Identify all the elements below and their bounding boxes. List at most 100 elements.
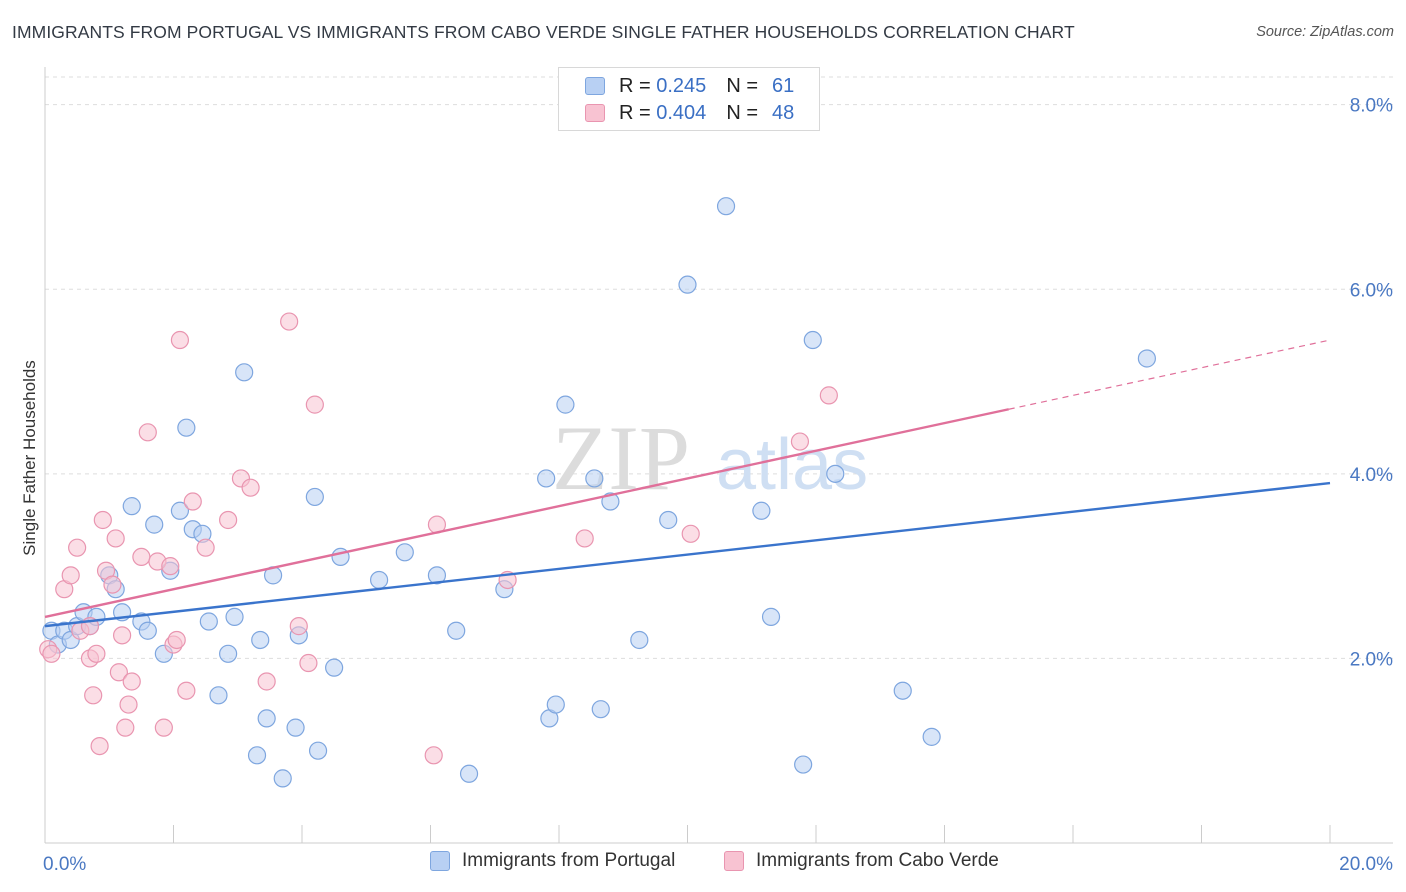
point-cabo-verde xyxy=(299,653,318,673)
point-cabo-verde xyxy=(68,538,87,557)
trend-layer xyxy=(44,339,1331,628)
point-portugal xyxy=(395,543,414,562)
trendline-cabo-verde xyxy=(44,408,1010,619)
point-portugal xyxy=(794,755,813,774)
point-portugal xyxy=(145,515,164,534)
legend-r-label: R = xyxy=(619,74,651,97)
trendline-portugal xyxy=(44,481,1331,628)
legend-n-value: 61 xyxy=(772,74,795,97)
point-cabo-verde xyxy=(305,395,324,414)
point-portugal xyxy=(199,612,218,631)
stats-legend: R = 0.245 N = 61 R = 0.404 N = 48 xyxy=(558,67,820,131)
point-portugal xyxy=(286,718,305,737)
point-cabo-verde xyxy=(90,736,109,756)
point-cabo-verde xyxy=(219,510,238,530)
series-swatch-cabo-verde xyxy=(724,851,744,871)
point-portugal xyxy=(459,764,479,783)
point-portugal xyxy=(370,570,389,590)
legend-row-portugal: R = 0.245 N = 61 xyxy=(585,72,794,100)
legend-r-label: R = xyxy=(619,101,651,124)
point-cabo-verde xyxy=(109,663,128,682)
series-label-cabo-verde: Immigrants from Cabo Verde xyxy=(756,850,999,871)
point-portugal xyxy=(170,501,190,520)
legend-n-label: N = xyxy=(726,74,758,97)
point-cabo-verde xyxy=(93,510,112,530)
point-cabo-verde xyxy=(183,492,202,511)
legend-r-value: 0.404 xyxy=(656,101,707,124)
point-cabo-verde xyxy=(177,681,196,700)
point-portugal xyxy=(556,395,575,414)
point-portugal xyxy=(209,686,228,705)
point-cabo-verde xyxy=(161,557,180,576)
point-portugal xyxy=(257,709,276,728)
chart-title: IMMIGRANTS FROM PORTUGAL VS IMMIGRANTS F… xyxy=(12,22,1075,42)
point-cabo-verde xyxy=(132,547,151,567)
point-portugal xyxy=(273,769,292,788)
legend-n-value: 48 xyxy=(772,101,795,124)
point-portugal xyxy=(247,746,267,765)
point-portugal xyxy=(1137,349,1156,368)
legend-row-cabo-verde: R = 0.404 N = 48 xyxy=(585,99,794,127)
point-cabo-verde xyxy=(87,644,106,663)
point-cabo-verde xyxy=(170,330,190,350)
point-cabo-verde xyxy=(241,478,260,497)
watermark-atlas: atlas xyxy=(716,425,868,505)
axes-layer: 2.0% 4.0% 6.0% 8.0% xyxy=(44,67,1393,844)
series-label-portugal: Immigrants from Portugal xyxy=(462,850,676,871)
legend-n-label: N = xyxy=(726,101,758,124)
point-cabo-verde xyxy=(61,566,80,585)
point-portugal xyxy=(122,497,141,516)
point-portugal xyxy=(826,464,845,483)
point-portugal xyxy=(893,681,912,700)
legend-swatch-cabo-verde xyxy=(585,104,605,122)
point-portugal xyxy=(630,630,649,650)
y-tick-label: 8.0% xyxy=(1350,96,1393,117)
y-tick-label: 2.0% xyxy=(1350,649,1393,670)
series-legend-portugal: Immigrants from Portugal xyxy=(430,850,675,872)
point-cabo-verde xyxy=(196,538,215,557)
source-label: Source: ZipAtlas.com xyxy=(1256,24,1394,40)
point-cabo-verde xyxy=(106,529,125,548)
series-legend-cabo-verde: Immigrants from Cabo Verde xyxy=(724,850,999,872)
y-axis-label: Single Father Households xyxy=(20,360,39,556)
point-portugal xyxy=(922,727,941,746)
point-cabo-verde xyxy=(280,312,299,331)
legend-swatch-portugal xyxy=(585,77,605,95)
point-cabo-verde xyxy=(424,746,443,765)
y-tick-label: 4.0% xyxy=(1350,465,1393,486)
point-portugal xyxy=(219,644,238,663)
point-portugal xyxy=(546,695,565,714)
point-portugal xyxy=(305,487,324,507)
point-cabo-verde xyxy=(42,644,61,663)
point-portugal xyxy=(235,363,254,382)
point-cabo-verde xyxy=(790,432,810,451)
point-portugal xyxy=(591,700,610,719)
watermark: ZIP atlas xyxy=(552,407,868,509)
point-portugal xyxy=(678,275,697,294)
x-tick-label-min: 0.0% xyxy=(43,854,86,875)
point-portugal xyxy=(803,330,822,350)
point-portugal xyxy=(325,658,344,677)
point-cabo-verde xyxy=(103,575,122,594)
point-cabo-verde xyxy=(116,718,135,737)
point-portugal xyxy=(308,741,328,760)
point-cabo-verde xyxy=(575,529,594,548)
x-tick-label-max: 20.0% xyxy=(1339,854,1393,875)
point-cabo-verde xyxy=(257,672,276,691)
legend-r-value: 0.245 xyxy=(656,74,707,97)
y-tick-label: 6.0% xyxy=(1350,280,1393,301)
point-portugal xyxy=(716,197,736,216)
point-portugal xyxy=(761,607,781,626)
point-portugal xyxy=(177,418,196,437)
trendline-cabo-verde-extension xyxy=(1008,339,1331,410)
point-portugal xyxy=(447,621,466,640)
points-layer xyxy=(39,197,1156,788)
point-cabo-verde xyxy=(112,626,132,645)
point-portugal xyxy=(752,501,771,520)
point-cabo-verde xyxy=(167,630,186,650)
point-portugal xyxy=(427,566,447,585)
point-portugal xyxy=(138,621,157,640)
point-portugal xyxy=(601,492,620,511)
point-cabo-verde xyxy=(138,423,157,442)
